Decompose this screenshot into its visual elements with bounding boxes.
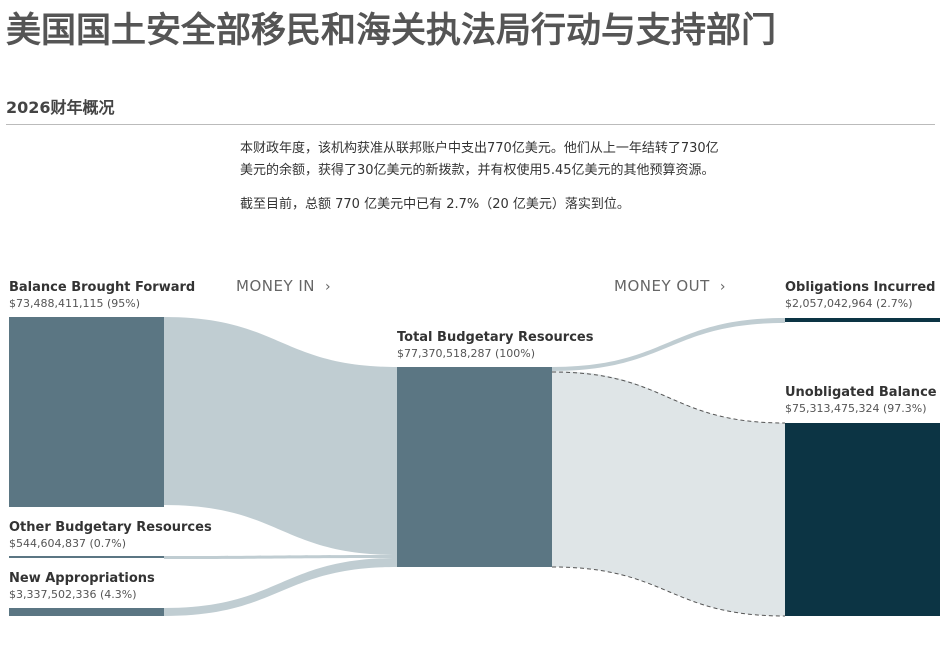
label-balance-brought-forward: Balance Brought Forward $73,488,411,115 … [9,279,195,311]
node-value: $73,488,411,115 (95%) [9,297,141,310]
section-divider [6,124,935,125]
money-in-header: MONEY IN › [236,277,331,295]
money-out-header: MONEY OUT › [614,277,726,295]
link-unobligated-bottom-edge [551,566,786,617]
link-unobligated-top-edge [551,371,786,424]
summary-text: 本财政年度，该机构获准从联邦账户中支出770亿美元。他们从上一年结转了730亿美… [240,138,720,226]
chevron-right-icon: › [325,279,332,295]
link-obligations-incurred [552,318,785,371]
node-name: Unobligated Balance [785,385,937,400]
label-total-budgetary-resources: Total Budgetary Resources $77,370,518,28… [397,329,593,361]
link-other-budgetary-resources [164,555,397,559]
page-title: 美国国土安全部移民和海关执法局行动与支持部门 [6,11,777,51]
label-obligations-incurred: Obligations Incurred $2,057,042,964 (2.7… [785,279,935,311]
node-unobligated-balance [785,423,940,616]
money-out-label: MONEY OUT [614,277,710,295]
node-total-budgetary-resources [397,367,552,567]
node-name: Obligations Incurred [785,280,936,295]
node-value: $544,604,837 (0.7%) [9,537,127,550]
node-other-budgetary-resources [9,556,164,558]
label-new-appropriations: New Appropriations $3,337,502,336 (4.3%) [9,570,155,602]
summary-paragraph-1: 本财政年度，该机构获准从联邦账户中支出770亿美元。他们从上一年结转了730亿美… [240,141,719,178]
summary-paragraph-2: 截至目前，总额 770 亿美元中已有 2.7%（20 亿美元）落实到位。 [240,197,630,212]
link-unobligated-balance [552,371,785,616]
label-unobligated-balance: Unobligated Balance $75,313,475,324 (97.… [785,384,937,416]
label-other-budgetary-resources: Other Budgetary Resources $544,604,837 (… [9,519,212,551]
link-new-appropriations [164,558,397,616]
node-obligations-incurred [785,318,940,322]
sankey-chart [9,317,940,617]
section-title: 2026财年概况 [6,98,115,117]
node-name: New Appropriations [9,571,155,586]
node-new-appropriations [9,608,164,616]
node-name: Other Budgetary Resources [9,520,212,535]
node-name: Balance Brought Forward [9,280,196,295]
node-balance-brought-forward [9,317,164,507]
node-name: Total Budgetary Resources [397,330,594,345]
node-value: $3,337,502,336 (4.3%) [9,588,137,601]
node-value: $2,057,042,964 (2.7%) [785,297,913,310]
node-value: $75,313,475,324 (97.3%) [785,402,927,415]
link-balance-brought-forward [164,317,397,555]
node-value: $77,370,518,287 (100%) [397,347,535,360]
money-in-label: MONEY IN [236,277,316,295]
chevron-right-icon: › [719,279,726,295]
